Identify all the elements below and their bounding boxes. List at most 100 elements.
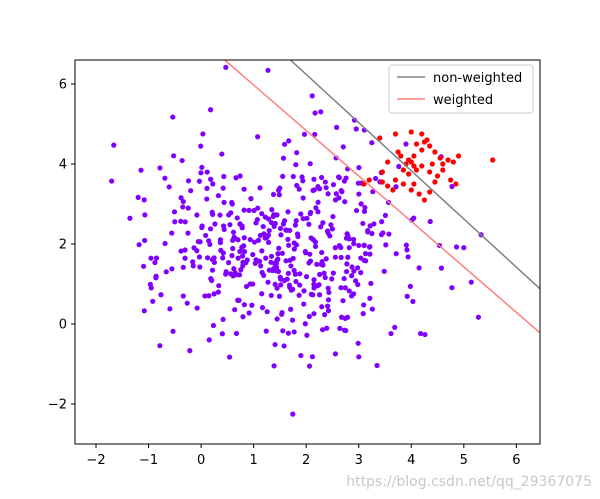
class1-point (440, 161, 446, 167)
class0-point (297, 282, 303, 288)
class0-point (210, 211, 216, 218)
class1-point (450, 159, 456, 165)
class0-point (318, 109, 324, 115)
class0-point (336, 175, 342, 181)
class0-point (410, 298, 416, 305)
x-tick-label: 1 (250, 453, 258, 468)
class0-point (372, 175, 379, 182)
class0-point (259, 305, 266, 311)
class0-point (182, 255, 188, 261)
class0-point (111, 142, 117, 148)
class0-point (204, 196, 210, 202)
class0-point (449, 285, 455, 291)
class0-point (332, 254, 338, 260)
class0-point (294, 150, 300, 156)
class0-point (207, 107, 214, 113)
class0-point (169, 266, 175, 272)
class1-point (400, 181, 406, 187)
class0-point (265, 279, 271, 285)
class0-point (350, 236, 357, 243)
class0-point (367, 251, 373, 257)
class0-point (333, 191, 339, 197)
class0-point (311, 277, 317, 283)
class1-point (390, 187, 396, 193)
class0-point (338, 254, 344, 261)
class1-point (411, 153, 417, 159)
class0-point (199, 164, 205, 170)
class0-point (286, 138, 292, 144)
class0-point (342, 199, 348, 205)
class0-point (351, 241, 357, 247)
class0-point (301, 288, 307, 294)
class0-point (325, 297, 332, 303)
y-tick-label: 4 (59, 158, 67, 173)
class0-point (309, 93, 315, 99)
class1-point (392, 177, 399, 183)
class0-point (265, 67, 271, 73)
class0-point (170, 114, 176, 120)
class0-point (468, 279, 474, 285)
class0-point (212, 221, 218, 227)
class0-point (285, 270, 291, 276)
class0-point (322, 274, 328, 281)
class0-point (220, 255, 226, 261)
class1-point (413, 167, 420, 173)
class0-point (153, 255, 160, 261)
class1-point (366, 177, 372, 183)
class0-point (285, 236, 291, 242)
class0-point (318, 224, 324, 230)
class0-point (246, 207, 252, 213)
class0-point (312, 110, 318, 116)
class0-point (343, 268, 350, 275)
class0-point (283, 258, 289, 264)
class0-point (351, 268, 357, 274)
class0-point (353, 126, 359, 132)
class0-point (274, 285, 280, 291)
class0-point (190, 259, 196, 265)
class0-point (317, 292, 323, 298)
class0-point (270, 191, 277, 198)
x-tick-label: 6 (512, 453, 520, 468)
class0-point (404, 247, 410, 253)
class1-point (445, 157, 451, 163)
class1-point (427, 143, 433, 149)
class0-point (264, 234, 270, 240)
class0-point (278, 282, 284, 288)
class0-point (233, 175, 239, 181)
class0-point (300, 178, 306, 184)
data-points-layer (109, 64, 496, 417)
class0-point (279, 311, 285, 317)
class0-point (303, 250, 309, 256)
class0-point (290, 255, 296, 262)
class0-point (288, 263, 294, 269)
class0-point (380, 230, 386, 236)
x-tick-label: 3 (355, 453, 363, 468)
class1-point (408, 187, 414, 193)
class1-point (419, 163, 425, 169)
class0-point (326, 289, 332, 295)
class0-point (204, 255, 211, 261)
class0-point (281, 343, 287, 349)
class1-point (432, 179, 438, 185)
class0-point (256, 258, 263, 264)
class0-point (274, 316, 280, 322)
class0-point (243, 260, 249, 266)
class0-point (198, 143, 204, 149)
class0-point (211, 259, 218, 266)
class1-point (432, 149, 438, 155)
legend: non-weighted weighted (388, 64, 534, 114)
class0-point (195, 238, 201, 245)
class0-point (190, 263, 196, 269)
class0-point (211, 291, 217, 297)
class0-point (196, 254, 203, 260)
class0-point (204, 185, 210, 191)
class0-point (405, 254, 411, 260)
class0-point (278, 232, 284, 238)
class0-point (234, 215, 240, 221)
class0-point (203, 232, 209, 239)
class0-point (358, 255, 364, 261)
class0-point (298, 211, 304, 217)
class0-point (238, 267, 244, 273)
class0-point (301, 301, 307, 307)
class0-point (141, 263, 147, 269)
